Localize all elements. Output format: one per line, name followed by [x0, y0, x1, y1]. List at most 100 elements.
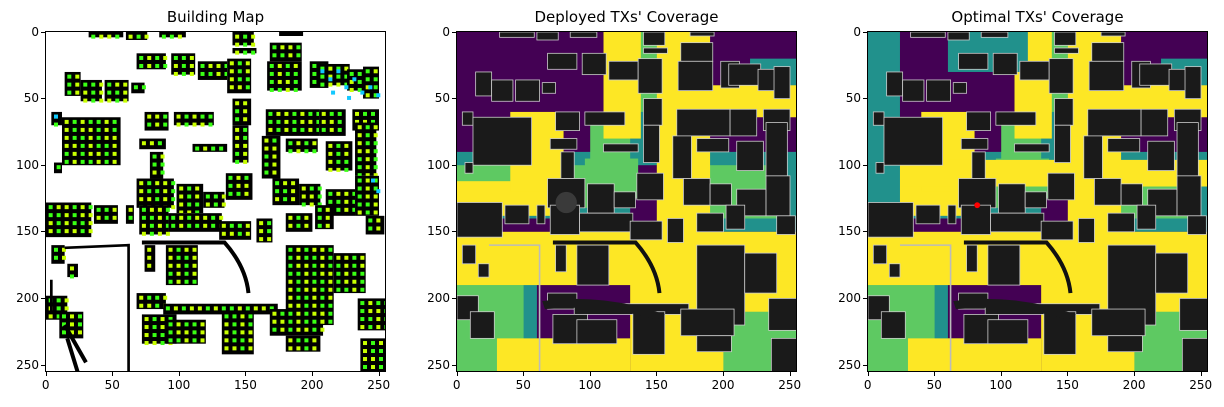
candidate-dot: [232, 322, 237, 327]
x-tick-label: 0: [863, 378, 872, 392]
candidate-dot: [187, 186, 192, 191]
candidate-dot: [115, 82, 120, 87]
candidate-dot: [296, 53, 301, 58]
candidate-dot: [149, 223, 154, 228]
candidate-dot: [64, 306, 69, 311]
building: [469, 311, 495, 339]
y-tick-label: 200: [838, 291, 861, 306]
candidate-dot: [192, 122, 197, 127]
candidate-dot: [237, 77, 242, 82]
building: [736, 140, 764, 171]
candidate-dot: [195, 210, 200, 215]
candidate-dot: [179, 202, 184, 207]
candidate-dot: [211, 146, 216, 151]
building: [504, 204, 530, 225]
candidate-dot: [293, 63, 298, 68]
building: [632, 311, 666, 355]
building: [667, 218, 684, 243]
candidate-dot: [328, 319, 333, 324]
candidate-dot: [248, 314, 253, 319]
candidate-dot: [115, 34, 120, 39]
building: [1091, 308, 1146, 337]
candidate-dot: [357, 210, 362, 215]
candidate-dot: [173, 71, 178, 76]
candidate-dot: [371, 341, 376, 346]
candidate-dot: [205, 306, 210, 311]
candidate-dot: [360, 309, 365, 314]
building: [1181, 337, 1207, 371]
candidate-dot: [83, 98, 88, 103]
candidate-dot: [337, 111, 342, 116]
candidate-dot: [360, 279, 365, 284]
candidate-dot: [304, 303, 309, 308]
building: [643, 32, 666, 46]
candidate-dot: [277, 79, 282, 84]
candidate-dot: [360, 287, 365, 292]
candidate-dot: [344, 159, 349, 164]
candidate-dot: [277, 87, 282, 92]
candidate-dot: [216, 63, 221, 68]
candidate-dot: [237, 231, 242, 236]
candidate-dot: [309, 194, 314, 199]
building: [549, 138, 578, 150]
building: [1187, 215, 1207, 235]
candidate-dot: [357, 202, 362, 207]
x-tick-label: 150: [1056, 378, 1079, 392]
candidate-dot: [259, 229, 264, 234]
candidate-dot: [376, 226, 381, 231]
candidate-dot: [165, 215, 170, 220]
building: [1100, 32, 1126, 37]
candidate-dot: [88, 229, 93, 234]
candidate-dot: [168, 338, 173, 343]
building: [696, 335, 732, 353]
building: [1019, 60, 1050, 81]
candidate-dot: [211, 223, 216, 228]
candidate-dot: [291, 197, 296, 202]
building: [1136, 204, 1157, 230]
candidate-dot: [235, 50, 240, 55]
candidate-dot: [184, 279, 189, 284]
candidate-dot: [268, 119, 273, 124]
candidate-dot: [308, 119, 313, 124]
candidate-dot: [328, 255, 333, 260]
candidate-dot: [288, 53, 293, 58]
building: [992, 52, 1018, 76]
candidate-dot: [349, 71, 354, 76]
building: [1048, 58, 1074, 94]
building: [1054, 124, 1071, 163]
candidate-dot: [275, 181, 280, 186]
candidate-dot: [235, 42, 240, 47]
building: [363, 66, 380, 99]
candidate-dot: [203, 146, 208, 151]
candidate-dot: [224, 63, 229, 68]
candidate-dot: [221, 306, 226, 311]
y-tick-label: 150: [16, 224, 39, 239]
x-tick-mark: [45, 372, 47, 376]
candidate-dot: [288, 45, 293, 50]
candidate-dot: [163, 189, 168, 194]
candidate-dot: [245, 223, 250, 228]
candidate-dot: [168, 322, 173, 327]
candidate-dot: [72, 229, 77, 234]
candidate-dot: [365, 93, 370, 98]
candidate-dot: [75, 82, 80, 87]
candidate-dot: [371, 349, 376, 354]
candidate-dot: [304, 149, 309, 154]
candidate-dot: [205, 194, 210, 199]
candidate-dot: [224, 314, 229, 319]
x-tick-mark: [723, 372, 725, 376]
candidate-dot: [179, 223, 184, 228]
building: [1088, 60, 1125, 92]
building: [1091, 42, 1125, 62]
candidate-dot: [243, 50, 248, 55]
candidate-dot: [344, 191, 349, 196]
candidate-dot: [251, 42, 256, 47]
candidate-dot: [128, 207, 133, 212]
candidate-dot: [269, 71, 274, 76]
building: [1083, 135, 1103, 179]
candidate-dot: [192, 263, 197, 268]
candidate-dot: [171, 215, 176, 220]
candidate-dot: [325, 215, 330, 220]
building: [1054, 47, 1079, 54]
candidate-dot: [200, 122, 205, 127]
